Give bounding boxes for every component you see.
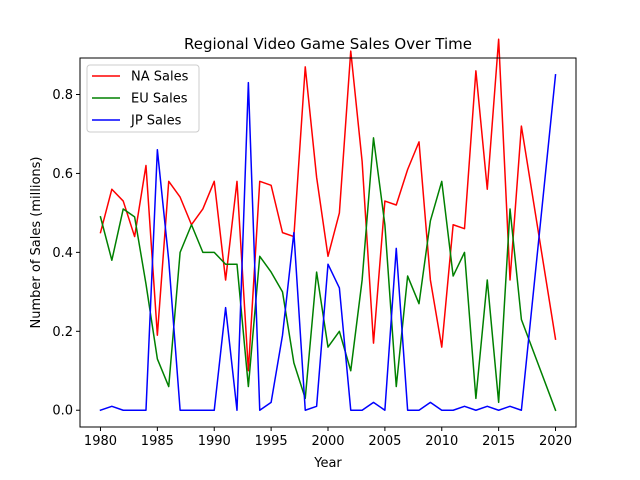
y-tick-label: 0.4 xyxy=(52,246,73,261)
x-tick-label: 2000 xyxy=(311,434,344,449)
y-axis-label: Number of Sales (millions) xyxy=(29,157,44,329)
x-tick-label: 1980 xyxy=(84,434,117,449)
chart-title: Regional Video Game Sales Over Time xyxy=(184,35,472,53)
series-line-na-sales xyxy=(99,38,557,372)
legend-label-na-sales: NA Sales xyxy=(131,70,189,85)
x-axis: 1980 1985 1990 1995 2000 2005 2010 2015 2020 xyxy=(84,427,572,449)
legend-label-eu-sales: EU Sales xyxy=(131,92,188,107)
series-layer xyxy=(99,38,557,412)
legend-label-jp-sales: JP Sales xyxy=(130,114,182,129)
y-axis: 0.0 0.2 0.4 0.6 0.8 xyxy=(52,88,80,419)
y-tick-label: 0.2 xyxy=(52,325,73,340)
y-tick-label: 0.8 xyxy=(52,88,73,103)
x-tick-label: 2005 xyxy=(368,434,401,449)
x-tick-label: 2015 xyxy=(482,434,515,449)
x-tick-label: 1990 xyxy=(198,434,231,449)
legend-box xyxy=(86,64,200,133)
legend: NA Sales EU Sales JP Sales xyxy=(86,64,200,133)
x-tick-label: 1985 xyxy=(141,434,174,449)
y-tick-label: 0.6 xyxy=(52,167,73,182)
legend-items: NA Sales EU Sales JP Sales xyxy=(92,70,189,129)
series-line-jp-sales xyxy=(99,73,557,412)
x-tick-label: 1995 xyxy=(255,434,288,449)
x-axis-label: Year xyxy=(313,456,342,471)
x-tick-label: 2010 xyxy=(425,434,458,449)
x-tick-label: 2020 xyxy=(539,434,572,449)
y-tick-label: 0.0 xyxy=(52,404,73,419)
series-line-eu-sales xyxy=(99,137,557,412)
